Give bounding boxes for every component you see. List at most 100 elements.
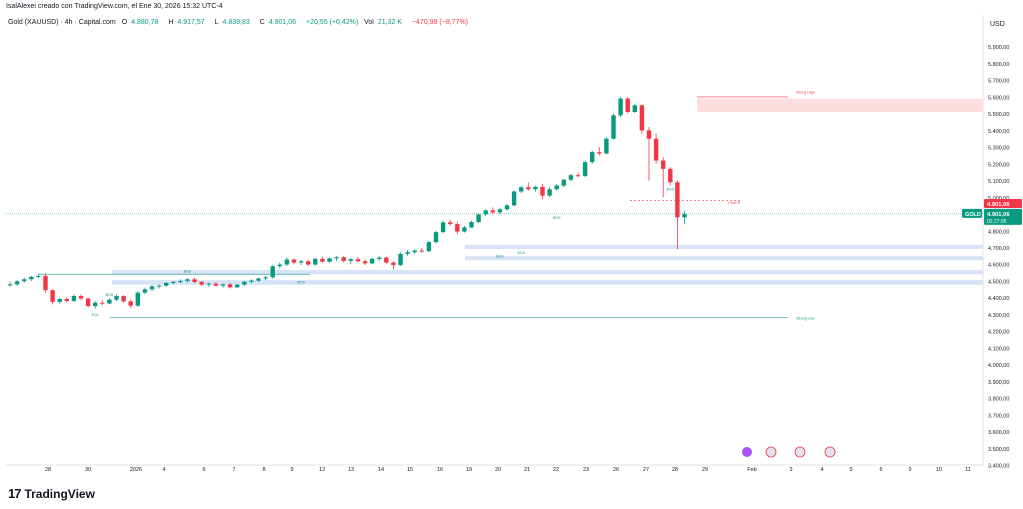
candle-body bbox=[156, 285, 162, 287]
candle-body bbox=[142, 289, 148, 293]
x-tick-label: 26 bbox=[613, 467, 619, 473]
y-tick-label: 5.700,00 bbox=[988, 79, 1009, 85]
x-tick-label: 6 bbox=[879, 467, 882, 473]
x-tick-label: 19 bbox=[466, 467, 472, 473]
zone-demand bbox=[112, 270, 983, 275]
x-tick-label: Feb bbox=[747, 467, 756, 473]
candle-body bbox=[618, 98, 623, 116]
candle-body bbox=[639, 105, 645, 131]
candle-body bbox=[7, 284, 13, 286]
y-tick-label: 4.300,00 bbox=[988, 313, 1009, 319]
x-tick-label: 4 bbox=[162, 467, 165, 473]
price-badge-red bbox=[984, 199, 1022, 208]
candle-body bbox=[533, 186, 538, 190]
candle-body bbox=[57, 299, 62, 302]
candle-body bbox=[171, 281, 176, 283]
candle-body bbox=[469, 222, 474, 228]
x-tick-label: 21 bbox=[524, 467, 530, 473]
author-line: IsalAlexei creado con TradingView.com, e… bbox=[6, 3, 223, 10]
price-badge-red-text: 4.901,06 bbox=[987, 202, 1010, 208]
flag-event-icon[interactable] bbox=[824, 446, 836, 458]
price-badge-green bbox=[984, 208, 1022, 225]
candle-body bbox=[149, 286, 155, 290]
candle-body bbox=[632, 105, 637, 112]
candle-body bbox=[568, 175, 574, 180]
symbol-title[interactable]: Gold (XAUUSD) · 4h · Capital.com bbox=[8, 19, 116, 26]
annotation-label: BOS bbox=[553, 216, 561, 220]
candle-body bbox=[412, 250, 417, 253]
x-tick-label: 11 bbox=[965, 467, 971, 473]
x-tick-label: 9 bbox=[908, 467, 911, 473]
y-tick-label: 4.400,00 bbox=[988, 296, 1009, 302]
x-tick-label: 6 bbox=[202, 467, 205, 473]
candle-body bbox=[504, 205, 510, 210]
candle-body bbox=[64, 299, 69, 302]
tradingview-logo: 17 TradingView bbox=[8, 486, 95, 501]
x-tick-label: 12 bbox=[319, 467, 325, 473]
lightning-event-icon[interactable] bbox=[742, 447, 752, 457]
candle-body bbox=[526, 187, 531, 190]
candle-body bbox=[653, 138, 659, 161]
x-tick-label: 16 bbox=[437, 467, 443, 473]
candle-body bbox=[433, 232, 439, 243]
candle-body bbox=[405, 252, 410, 254]
x-tick-label: 30 bbox=[85, 467, 91, 473]
y-tick-label: 3.500,00 bbox=[988, 447, 1009, 453]
candle-body bbox=[235, 284, 240, 288]
candle-body bbox=[362, 261, 368, 264]
candle-body bbox=[511, 191, 517, 206]
candle-body bbox=[93, 302, 98, 307]
candle-body bbox=[298, 261, 304, 263]
candle-body bbox=[419, 250, 424, 252]
candle-body bbox=[192, 279, 197, 282]
candle-body bbox=[561, 179, 566, 186]
candle-body bbox=[661, 160, 666, 169]
candle-body bbox=[85, 298, 91, 307]
x-tick-label: 29 bbox=[702, 467, 708, 473]
candle-body bbox=[377, 257, 382, 259]
y-tick-label: 5.800,00 bbox=[988, 62, 1009, 68]
candle-body bbox=[554, 185, 559, 190]
y-tick-label: 3.400,00 bbox=[988, 464, 1009, 470]
flag-event-icon[interactable] bbox=[765, 446, 777, 458]
currency-label[interactable]: USD bbox=[990, 21, 1005, 28]
x-tick-label: 23 bbox=[583, 467, 589, 473]
y-tick-label: 3.600,00 bbox=[988, 430, 1009, 436]
candle-body bbox=[199, 281, 204, 285]
x-tick-label: 28 bbox=[672, 467, 678, 473]
annotation-label: BOS bbox=[517, 251, 525, 255]
candle-body bbox=[50, 290, 55, 302]
y-tick-label: 5.500,00 bbox=[988, 112, 1009, 118]
x-tick-label: 20 bbox=[495, 467, 501, 473]
y-tick-label: 5.300,00 bbox=[988, 146, 1009, 152]
candle-body bbox=[185, 279, 190, 281]
x-tick-label: 14 bbox=[378, 467, 384, 473]
candle-body bbox=[611, 115, 616, 139]
volume-label: Vol bbox=[364, 19, 374, 26]
annotation-label: BOS bbox=[496, 255, 504, 259]
candle-body bbox=[440, 222, 446, 233]
candle-body bbox=[675, 182, 680, 218]
candle-body bbox=[206, 283, 211, 285]
x-tick-label: 10 bbox=[936, 467, 942, 473]
zone-demand bbox=[465, 244, 983, 249]
high-value: 4.917,57 bbox=[177, 19, 205, 26]
x-tick-label: 8 bbox=[262, 467, 265, 473]
candle-body bbox=[114, 296, 119, 300]
candle-body bbox=[128, 301, 133, 306]
y-tick-label: 4.500,00 bbox=[988, 279, 1009, 285]
candle-body bbox=[213, 283, 219, 286]
countdown-text: 02:27:05 bbox=[987, 219, 1007, 225]
y-tick-label: 4.100,00 bbox=[988, 346, 1009, 352]
candle-body bbox=[327, 258, 332, 262]
y-tick-label: 3.700,00 bbox=[988, 413, 1009, 419]
close-label: C bbox=[259, 19, 265, 26]
candle-body bbox=[107, 299, 112, 304]
candle-body bbox=[306, 261, 311, 265]
zone-demand bbox=[465, 256, 983, 261]
low-value: 4.839,83 bbox=[222, 19, 250, 26]
flag-event-icon[interactable] bbox=[794, 446, 806, 458]
tradingview-mark-icon: 17 bbox=[8, 486, 22, 501]
close-value: 4.901,06 bbox=[268, 19, 297, 26]
